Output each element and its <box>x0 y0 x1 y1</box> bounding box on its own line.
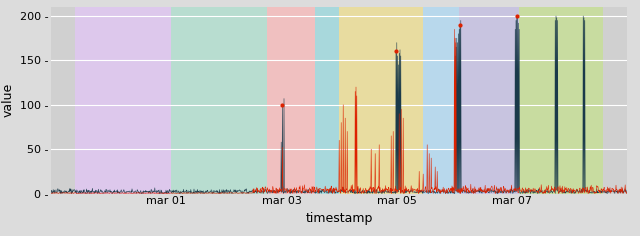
Bar <box>315 7 339 194</box>
Bar <box>76 7 172 194</box>
Bar <box>604 7 627 194</box>
Bar <box>460 7 519 194</box>
Y-axis label: value: value <box>1 83 14 118</box>
Bar <box>51 7 76 194</box>
Bar <box>339 7 423 194</box>
X-axis label: timestamp: timestamp <box>305 212 373 225</box>
Bar <box>268 7 315 194</box>
Bar <box>519 7 604 194</box>
Bar <box>172 7 268 194</box>
Bar <box>423 7 460 194</box>
